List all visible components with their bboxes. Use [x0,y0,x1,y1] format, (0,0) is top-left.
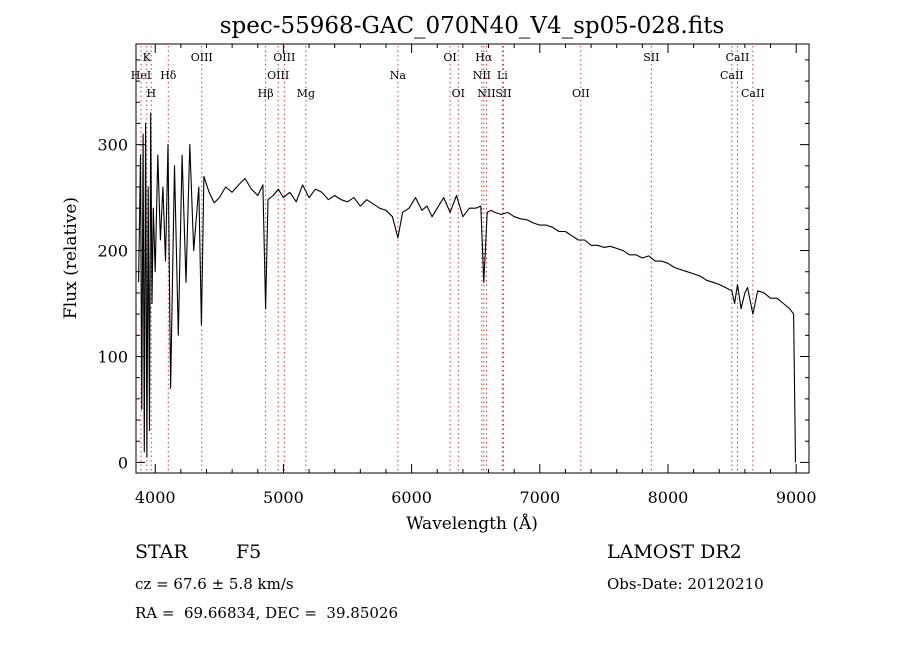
line-marker-label: OIII [191,51,213,64]
chart-title: spec-55968-GAC_070N40_V4_sp05-028.fits [220,13,725,39]
line-marker-label: CaII [720,69,744,82]
line-marker-label: OI [452,87,465,100]
coordinates-readout: RA = 69.66834, DEC = 39.85026 [135,604,399,622]
y-tick-label: 200 [97,242,128,261]
x-tick-label: 8000 [648,488,689,507]
y-tick-label: 0 [118,453,128,472]
x-tick-label: 5000 [263,488,304,507]
observation-date: Obs-Date: 20120210 [607,575,764,593]
x-tick-label: 6000 [391,488,432,507]
survey-name: LAMOST DR2 [607,541,742,563]
line-marker-label: Hβ [258,87,274,100]
object-subclass: F5 [236,541,262,563]
line-marker-label: Mg [297,87,315,100]
line-marker-label: Hα [475,51,493,64]
object-class: STAR [135,541,188,563]
y-tick-label: 300 [97,136,128,155]
y-axis: 0 100 200 300 [97,59,809,472]
x-tick-label: 9000 [776,488,817,507]
x-axis: 4000 5000 6000 7000 8000 9000 [135,44,817,507]
x-tick-label: 4000 [135,488,176,507]
line-marker-label: NII [477,87,495,100]
line-marker-label: Hδ [160,69,177,82]
line-marker-label: NII [473,69,491,82]
line-marker-label: OIII [267,69,289,82]
line-marker-label: K [143,51,152,64]
y-tick-label: 100 [97,347,128,366]
line-marker-label: CaII [726,51,750,64]
y-axis-label: Flux (relative) [61,197,81,319]
line-marker-label: SII [643,51,659,64]
line-marker-label: HeI [131,69,151,82]
line-marker-label: OII [572,87,590,100]
line-marker-label: OIII [273,51,295,64]
plot-frame [135,43,810,474]
line-marker-label: Li [497,69,508,82]
line-marker-label: CaII [741,87,765,100]
x-axis-label: Wavelength (Å) [406,513,538,534]
spectrum-line [138,112,797,463]
spectral-line-markers: KHeIHHδOIIIHβOIIIOIIIMgNaOIOIHαNIINIILiS… [131,46,765,471]
line-marker-label: H [146,87,156,100]
spectrum-series [138,112,797,463]
redshift-readout: cz = 67.6 ± 5.8 km/s [135,575,294,593]
line-marker-label: SII [495,87,511,100]
line-marker-label: OI [443,51,456,64]
x-tick-label: 7000 [519,488,560,507]
line-marker-label: Na [390,69,407,82]
